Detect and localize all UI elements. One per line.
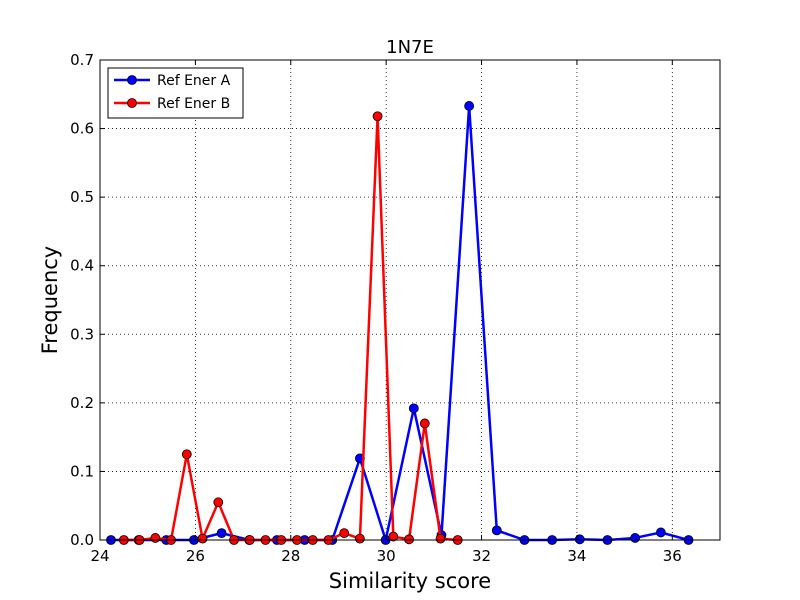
y-tick-label: 0.7 <box>70 51 94 69</box>
data-point-ref-ener-a <box>491 525 502 536</box>
data-point-ref-ener-b <box>372 111 383 122</box>
data-point-ref-ener-b <box>419 418 430 429</box>
legend-marker-ref-ener-b <box>127 98 137 108</box>
data-point-ref-ener-b <box>435 533 446 544</box>
data-point-ref-ener-a <box>216 528 227 539</box>
y-tick-label: 0.4 <box>70 257 94 275</box>
data-point-ref-ener-b <box>181 449 192 460</box>
y-tick-label: 0.6 <box>70 120 94 138</box>
y-tick-label: 0.3 <box>70 325 94 343</box>
data-point-ref-ener-a <box>464 101 475 111</box>
data-point-ref-ener-a <box>630 533 641 543</box>
plot-area-frame <box>99 59 721 541</box>
data-point-ref-ener-a <box>574 534 585 545</box>
x-tick-label: 24 <box>90 547 109 565</box>
legend-label-ref-ener-b: Ref Ener B <box>157 96 230 112</box>
data-point-ref-ener-b <box>355 533 365 544</box>
data-point-ref-ener-b <box>388 531 399 542</box>
x-tick-label: 30 <box>377 547 396 565</box>
x-tick-label: 34 <box>567 547 586 565</box>
y-axis-title: Frequency <box>38 246 62 355</box>
legend-label-ref-ener-a: Ref Ener A <box>157 73 231 89</box>
data-point-ref-ener-a <box>408 403 419 414</box>
x-axis-title: Similarity score <box>329 569 491 593</box>
y-tick-label: 0.0 <box>70 531 94 549</box>
legend-marker-ref-ener-a <box>127 75 137 85</box>
series-ref-ener-b <box>118 111 463 545</box>
x-tick-label: 28 <box>281 547 300 565</box>
x-tick-label: 32 <box>472 547 491 565</box>
data-point-ref-ener-b <box>339 528 350 539</box>
x-tick-label: 26 <box>186 547 205 565</box>
data-point-ref-ener-a <box>655 527 666 538</box>
axis-ticks: 24 26 28 30 32 34 36 0.0 0.1 0.2 0.3 0.4 0.5 0.6 0.7 <box>70 51 720 565</box>
chart-title: 1N7E <box>386 37 434 58</box>
data-point-ref-ener-b <box>404 534 414 545</box>
data-point-ref-ener-b <box>197 533 208 544</box>
y-tick-label: 0.1 <box>70 462 94 480</box>
x-tick-label: 36 <box>663 547 682 565</box>
y-tick-label: 0.2 <box>70 394 94 412</box>
data-point-ref-ener-b <box>150 533 161 543</box>
data-point-ref-ener-b <box>213 497 224 508</box>
y-tick-label: 0.5 <box>70 188 94 206</box>
legend: Ref Ener A Ref Ener B <box>107 67 244 119</box>
